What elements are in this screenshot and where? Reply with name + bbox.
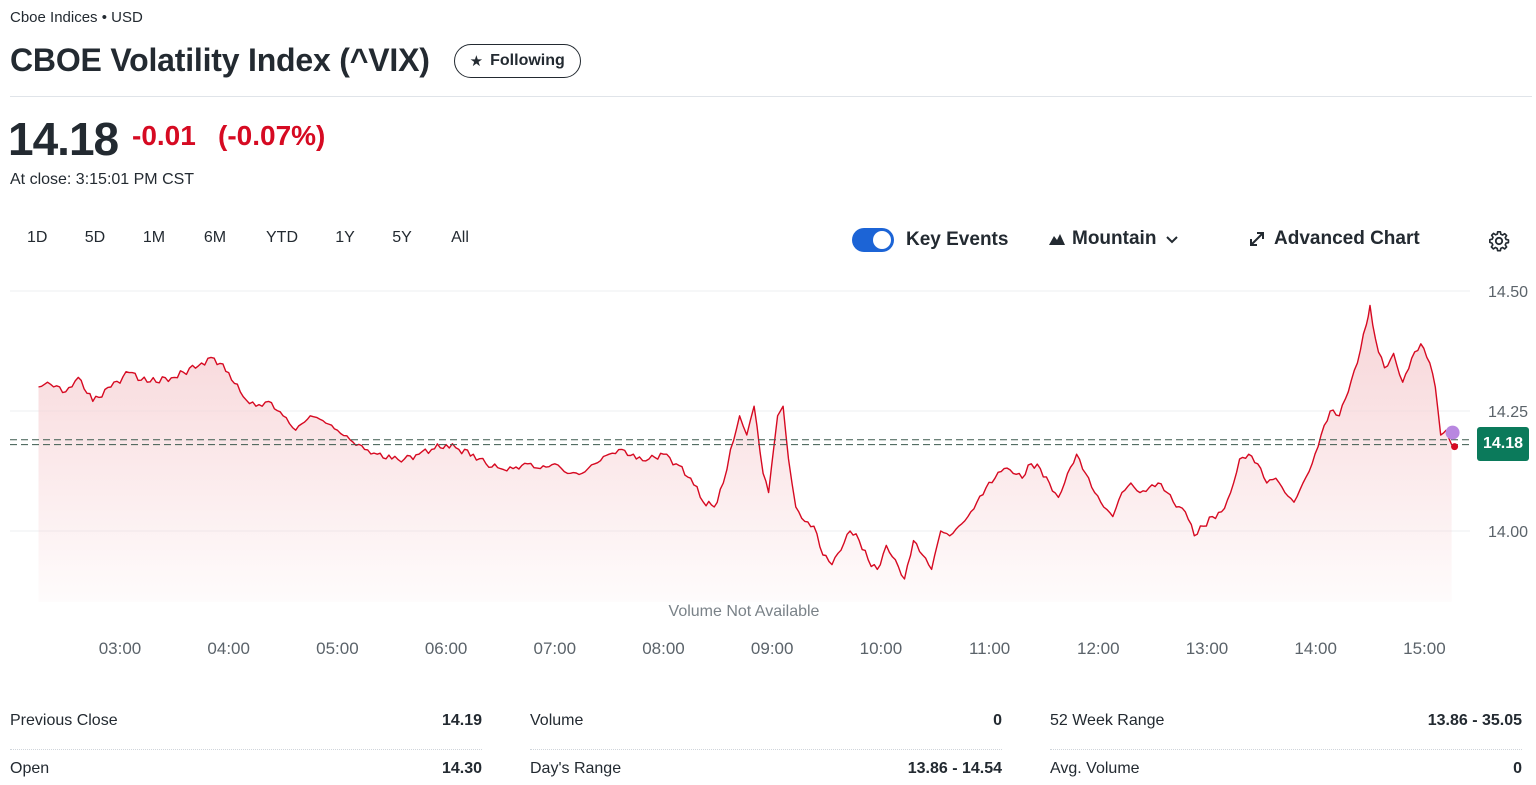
price-change-percent: (-0.07%) (218, 120, 326, 151)
current-price: 14.18 (8, 113, 119, 165)
stat-value: 13.86 - 14.54 (907, 760, 1002, 777)
stat-avg-volume: Avg. Volume 0 (1050, 750, 1522, 785)
stat-volume: Volume 0 (530, 702, 1002, 750)
stat-previous-close: Previous Close 14.19 (10, 702, 482, 750)
x-tick-label: 08:00 (642, 639, 685, 658)
page-title: CBOE Volatility Index (^VIX) (10, 42, 430, 78)
quote-stats: Previous Close 14.19 Volume 0 52 Week Rang… (10, 702, 1522, 785)
stat-value: 14.30 (441, 760, 482, 777)
stat-value: 0 (993, 712, 1002, 729)
following-button[interactable]: ★ Following (453, 43, 581, 78)
stat-value: 14.19 (441, 712, 482, 729)
area-fill (38, 305, 1452, 602)
price-change: -0.01 (132, 120, 196, 151)
x-tick-label: 04:00 (207, 639, 250, 658)
x-tick-label: 09:00 (751, 639, 794, 658)
x-tick-label: 15:00 (1403, 639, 1446, 658)
range-all[interactable]: All (451, 229, 469, 246)
mountain-icon (1049, 234, 1065, 245)
last-point (1451, 443, 1459, 451)
y-tick-label: 14.25 (1488, 404, 1528, 421)
x-tick-label: 06:00 (425, 639, 468, 658)
header-divider (10, 96, 1532, 97)
x-tick-label: 05:00 (316, 639, 359, 658)
close-time: At close: 3:15:01 PM CST (10, 171, 195, 188)
toggle-switch[interactable] (852, 228, 894, 252)
last-price-tag: 14.18 (1477, 427, 1529, 461)
range-ytd[interactable]: YTD (266, 229, 298, 246)
volume-not-available: Volume Not Available (669, 603, 820, 620)
stat-label: 52 Week Range (1050, 712, 1165, 729)
range-5d[interactable]: 5D (84, 229, 106, 246)
following-label: Following (490, 51, 565, 69)
star-icon: ★ (469, 52, 484, 70)
key-events-label: Key Events (906, 229, 1009, 250)
exchange-currency: Cboe Indices • USD (10, 9, 143, 26)
x-tick-label: 03:00 (99, 639, 142, 658)
stat-label: Day's Range (530, 760, 622, 777)
chevron-down-icon (1166, 232, 1179, 247)
advanced-chart-button[interactable]: Advanced Chart (1248, 228, 1420, 250)
range-6m[interactable]: 6M (203, 229, 227, 246)
stat-value: 13.86 - 35.05 (1427, 712, 1522, 729)
y-tick-label: 14.00 (1488, 524, 1528, 541)
range-selector: 1D 5D 1M 6M YTD 1Y 5Y All (10, 226, 488, 250)
key-event-marker (1445, 425, 1460, 440)
chart-type-dropdown[interactable]: Mountain (1048, 228, 1179, 250)
x-tick-label: 07:00 (534, 639, 577, 658)
toggle-knob (873, 231, 891, 249)
gear-icon[interactable] (1488, 230, 1510, 252)
stat-label: Previous Close (10, 712, 118, 729)
x-tick-label: 12:00 (1077, 639, 1120, 658)
range-1d[interactable]: 1D (27, 229, 48, 246)
key-events-toggle[interactable]: Key Events (852, 228, 1008, 252)
x-tick-label: 11:00 (969, 639, 1010, 658)
price-chart[interactable]: 14.50 14.25 14.00 Volume Not Available 03:00… (0, 270, 1536, 670)
title-row: CBOE Volatility Index (^VIX) ★ Following (10, 42, 581, 79)
expand-icon (1250, 232, 1264, 246)
price-line (38, 304, 1453, 580)
chart-type-label: Mountain (1072, 228, 1157, 249)
advanced-chart-label: Advanced Chart (1274, 228, 1420, 249)
x-tick-label: 14:00 (1294, 639, 1337, 658)
stat-value: 0 (1513, 760, 1522, 777)
range-1y[interactable]: 1Y (335, 229, 355, 246)
x-tick-label: 10:00 (860, 639, 903, 658)
stat-label: Avg. Volume (1050, 760, 1140, 777)
stat-52-week-range: 52 Week Range 13.86 - 35.05 (1050, 702, 1522, 750)
stat-label: Volume (530, 712, 584, 729)
x-tick-label: 13:00 (1186, 639, 1229, 658)
stat-label: Open (10, 760, 50, 777)
stat-days-range: Day's Range 13.86 - 14.54 (530, 750, 1002, 785)
stat-open: Open 14.30 (10, 750, 482, 785)
range-1m[interactable]: 1M (142, 229, 166, 246)
range-5y[interactable]: 5Y (392, 229, 412, 246)
y-tick-label: 14.50 (1488, 284, 1528, 301)
